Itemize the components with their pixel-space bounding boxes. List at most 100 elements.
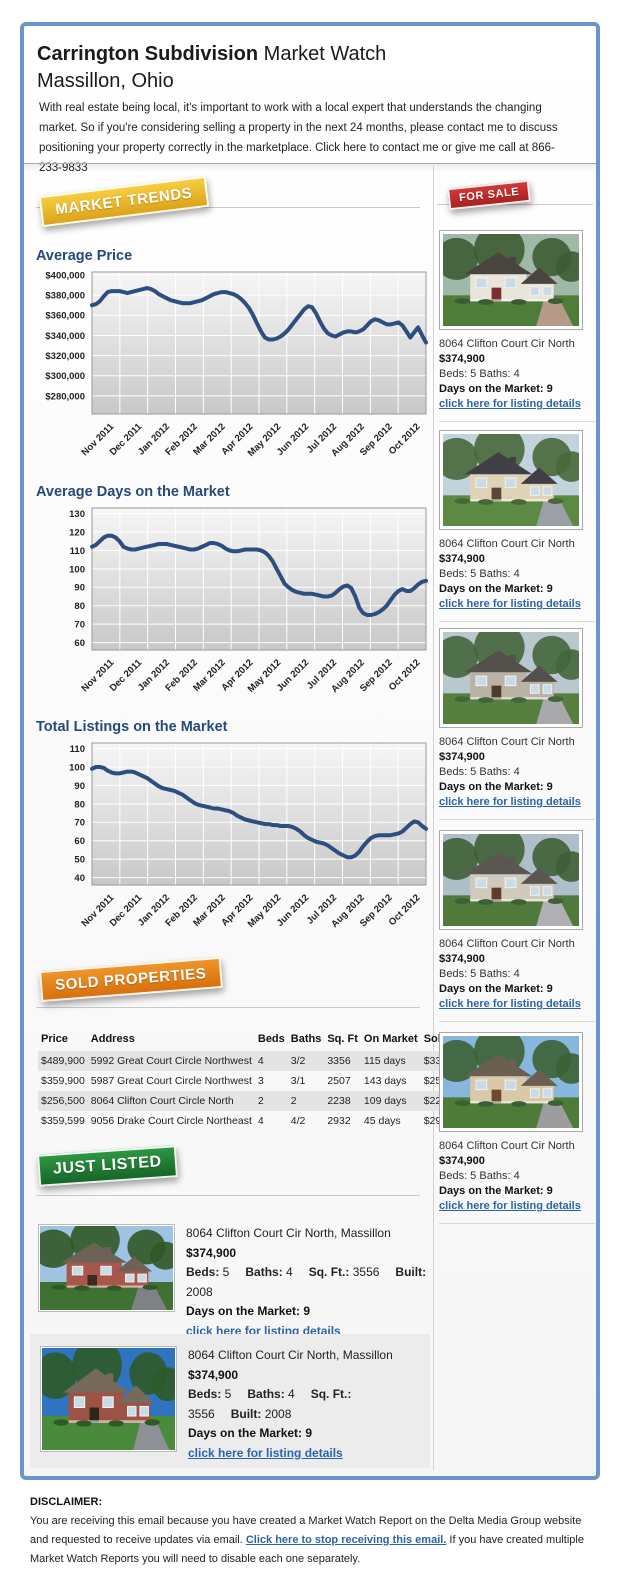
y-axis-tick-label: $300,000: [45, 371, 85, 382]
listing-details-link[interactable]: click here for listing details: [439, 1200, 581, 1212]
listing-photo[interactable]: [439, 830, 583, 930]
listing-details: 8064 Clifton Court Cir North $374,900 Beds…: [439, 537, 595, 612]
listing-days-on-market: Days on the Market: 9: [186, 1304, 311, 1318]
y-axis-tick-label: 50: [74, 855, 85, 866]
subdivision-name: Carrington Subdivision: [37, 43, 259, 65]
table-cell: $256,500: [41, 1095, 85, 1107]
table-cell: $359,599: [41, 1115, 85, 1127]
page-title: Carrington Subdivision Market Watch Mass…: [37, 41, 386, 95]
table-cell: 3356: [327, 1055, 351, 1067]
table-cell: 4/2: [290, 1115, 306, 1127]
house-illustration: [443, 234, 579, 326]
sold-column-header: Price: [41, 1033, 68, 1045]
table-cell: 5987 Great Court Circle Northwest: [90, 1075, 252, 1087]
listing-photo[interactable]: [439, 1032, 583, 1132]
table-cell: 3/1: [290, 1075, 306, 1087]
listing-price: $374,900: [186, 1245, 237, 1260]
table-cell: 3/2: [290, 1055, 306, 1067]
y-axis-tick-label: 60: [74, 836, 85, 847]
y-axis-tick-label: 130: [69, 509, 85, 520]
listing-beds-baths: Beds: 5 Baths: 4: [439, 568, 520, 580]
listing-price: $374,900: [439, 353, 485, 365]
y-axis-tick-label: $320,000: [45, 351, 85, 362]
listing-specs: Beds: 5 Baths: 4 Sq. Ft.: 3556 Built: 2008: [186, 1263, 430, 1302]
listing-days-on-market: Days on the Market: 9: [439, 781, 553, 793]
listing-photo[interactable]: [40, 1346, 177, 1452]
listing-days-on-market: Days on the Market: 9: [188, 1426, 313, 1440]
listing-price: $374,900: [439, 1155, 485, 1167]
average-days-chart: 130 120 110 100 90 80 70 60 Nov 2011 Dec 2011 Jan …: [34, 504, 432, 702]
listing-beds-baths: Beds: 5 Baths: 4: [439, 766, 520, 778]
disclaimer-text-after: If you have created multiple Market Watc…: [30, 1534, 584, 1565]
table-cell: 2: [290, 1095, 297, 1107]
table-cell: 3: [257, 1075, 264, 1087]
listing-spec: Baths: 4: [245, 1265, 293, 1279]
house-illustration: [443, 632, 579, 724]
for-sale-badge: FOR SALE: [447, 179, 532, 211]
average-price-chart: $400,000 $380,000 $360,000 $340,000 $320,000…: [34, 268, 432, 466]
y-axis-tick-label: 120: [69, 527, 85, 538]
y-axis-tick-label: 70: [74, 620, 85, 631]
sold-column-header: Baths: [290, 1033, 322, 1045]
listing-details: 8064 Clifton Court Cir North $374,900 Beds…: [439, 337, 595, 412]
table-row: $359,599 9056 Drake Court Circle Northeas…: [38, 1111, 481, 1131]
listing-days-on-market: Days on the Market: 9: [439, 983, 553, 995]
average-price-heading: Average Price: [36, 248, 133, 264]
listing-details-link[interactable]: click here for listing details: [188, 1445, 343, 1460]
listing-spec: Built: 2008: [230, 1406, 292, 1421]
unsubscribe-link[interactable]: Click here to stop receiving this email.: [245, 1534, 447, 1546]
listing-photo[interactable]: [439, 430, 583, 530]
sold-properties-table: Price Address Beds Baths Sq. Ft On Market Sold…: [38, 1028, 481, 1131]
y-axis-tick-label: 100: [69, 762, 85, 773]
sold-properties-badge: SOLD PROPERTIES: [39, 956, 223, 1003]
market-trends-badge: MARKET TRENDS: [38, 175, 210, 228]
listing-details-link[interactable]: click here for listing details: [439, 796, 581, 808]
listing-photo[interactable]: [38, 1224, 175, 1312]
listing-spec: Sq. Ft.: 3556: [188, 1387, 352, 1421]
listing-address: 8064 Clifton Court Cir North, Massillon: [188, 1348, 393, 1362]
listing-spec: Beds: 5: [188, 1387, 232, 1401]
house-illustration: [443, 834, 579, 926]
table-cell: 8064 Clifton Court Circle North: [90, 1095, 234, 1107]
listing-photo[interactable]: [439, 628, 583, 728]
y-axis-tick-label: 80: [74, 601, 85, 612]
just-listed-item: 8064 Clifton Court Cir North, Massillon $…: [38, 1224, 430, 1341]
y-axis-tick-label: 110: [70, 744, 85, 755]
for-sale-listing: 8064 Clifton Court Cir North $374,900 Beds…: [439, 628, 595, 820]
listing-details-link[interactable]: click here for listing details: [439, 398, 581, 410]
table-cell: $359,900: [41, 1075, 85, 1087]
header-divider: [24, 163, 596, 172]
sold-table-header: Price Address Beds Baths Sq. Ft On Market Sold…: [38, 1028, 481, 1051]
listing-address: 8064 Clifton Court Cir North: [439, 736, 575, 748]
table-cell: 4: [257, 1055, 264, 1067]
average-days-heading: Average Days on the Market: [36, 484, 230, 500]
listing-address: 8064 Clifton Court Cir North: [439, 338, 575, 350]
y-axis-tick-label: $380,000: [45, 291, 85, 302]
listing-days-on-market: Days on the Market: 9: [439, 383, 553, 395]
table-row: $489,900 5992 Great Court Circle Northwes…: [38, 1051, 481, 1071]
just-listed-badge-label: JUST LISTED: [37, 1145, 178, 1187]
listing-photo[interactable]: [439, 230, 583, 330]
sold-column-header: Beds: [257, 1033, 285, 1045]
intro-paragraph: With real estate being local, it's impor…: [39, 102, 558, 174]
y-axis-tick-label: 80: [74, 799, 85, 810]
table-cell: 2932: [327, 1115, 351, 1127]
disclaimer-text: You are receiving this email because you…: [30, 1512, 596, 1569]
table-cell: 5992 Great Court Circle Northwest: [90, 1055, 252, 1067]
listing-details-link[interactable]: click here for listing details: [439, 998, 581, 1010]
listing-details-link[interactable]: click here for listing details: [439, 598, 581, 610]
sold-properties-badge-label: SOLD PROPERTIES: [39, 956, 223, 1003]
sold-properties-rule: [36, 1007, 420, 1008]
disclaimer-text-before: You are receiving this email because you…: [30, 1515, 582, 1546]
y-axis-tick-label: $360,000: [45, 311, 85, 322]
city-name: Massillon, Ohio: [37, 70, 174, 92]
table-cell: 2: [257, 1095, 264, 1107]
disclaimer-heading: DISCLAIMER:: [30, 1496, 103, 1508]
listing-spec: Baths: 4: [247, 1387, 295, 1401]
y-axis-tick-label: $340,000: [45, 331, 85, 342]
listing-details: 8064 Clifton Court Cir North, Massillon $…: [188, 1346, 420, 1460]
for-sale-badge-label: FOR SALE: [447, 179, 532, 211]
listing-beds-baths: Beds: 5 Baths: 4: [439, 1170, 520, 1182]
market-trends-badge-label: MARKET TRENDS: [38, 175, 210, 228]
